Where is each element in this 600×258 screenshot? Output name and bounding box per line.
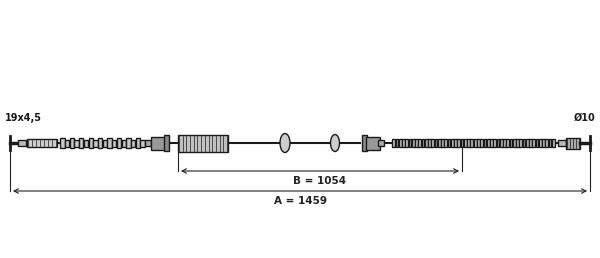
Bar xyxy=(65,140,69,147)
Bar xyxy=(506,139,509,147)
Bar xyxy=(18,140,26,146)
Bar xyxy=(493,139,496,147)
Text: 19x4,5: 19x4,5 xyxy=(5,113,42,123)
Bar xyxy=(457,139,460,147)
Bar xyxy=(395,139,398,147)
Text: B = 1054: B = 1054 xyxy=(293,176,347,186)
Bar xyxy=(136,138,140,148)
Bar xyxy=(500,139,503,147)
Text: A = 1459: A = 1459 xyxy=(274,196,326,206)
Bar xyxy=(539,139,542,147)
Bar xyxy=(454,139,457,147)
Bar xyxy=(552,139,555,147)
Bar xyxy=(520,139,522,147)
Bar xyxy=(484,139,486,147)
Bar xyxy=(438,139,440,147)
Bar xyxy=(140,140,145,147)
Bar xyxy=(79,138,83,148)
Bar xyxy=(461,139,463,147)
Text: Ø10: Ø10 xyxy=(574,113,596,123)
Text: 24.3727-0543.2    580543: 24.3727-0543.2 580543 xyxy=(100,7,500,35)
Bar xyxy=(131,140,136,147)
Bar xyxy=(399,139,401,147)
Bar xyxy=(127,138,131,148)
Bar xyxy=(70,138,74,148)
Bar xyxy=(361,135,367,151)
Bar xyxy=(464,139,467,147)
Bar xyxy=(536,139,538,147)
Bar xyxy=(392,139,395,147)
Bar xyxy=(60,138,65,148)
Bar xyxy=(93,140,98,147)
Bar xyxy=(422,139,424,147)
Bar xyxy=(467,139,470,147)
Bar xyxy=(480,139,483,147)
Bar xyxy=(89,138,93,148)
Bar xyxy=(409,139,412,147)
Bar xyxy=(412,139,415,147)
Bar xyxy=(470,139,473,147)
Bar xyxy=(428,139,431,147)
Bar xyxy=(27,139,57,147)
Ellipse shape xyxy=(331,134,340,151)
Bar xyxy=(178,134,228,151)
Bar xyxy=(497,139,499,147)
Bar xyxy=(418,139,421,147)
Bar xyxy=(445,139,447,147)
Bar xyxy=(487,139,490,147)
Bar xyxy=(151,136,165,149)
Bar xyxy=(526,139,529,147)
Bar xyxy=(107,138,112,148)
Bar xyxy=(549,139,551,147)
Ellipse shape xyxy=(280,133,290,152)
Bar xyxy=(477,139,480,147)
Bar xyxy=(112,140,116,147)
Bar xyxy=(566,138,580,149)
Bar xyxy=(441,139,444,147)
Bar xyxy=(509,139,512,147)
Bar xyxy=(448,139,451,147)
Bar xyxy=(431,139,434,147)
Bar xyxy=(490,139,493,147)
Bar xyxy=(163,135,169,151)
Bar xyxy=(434,139,437,147)
Bar xyxy=(84,140,88,147)
Bar xyxy=(451,139,454,147)
Bar xyxy=(545,139,548,147)
Bar xyxy=(474,139,476,147)
Bar xyxy=(503,139,506,147)
Bar xyxy=(103,140,107,147)
Bar xyxy=(378,140,384,146)
Bar xyxy=(117,138,121,148)
Bar xyxy=(523,139,526,147)
Bar xyxy=(98,138,103,148)
Bar xyxy=(122,140,126,147)
Bar xyxy=(402,139,405,147)
Bar xyxy=(145,140,151,146)
Bar xyxy=(425,139,428,147)
Bar xyxy=(366,136,380,149)
Bar xyxy=(74,140,79,147)
Bar xyxy=(532,139,535,147)
Bar xyxy=(542,139,545,147)
Bar xyxy=(405,139,408,147)
Bar xyxy=(558,140,566,146)
Bar xyxy=(513,139,515,147)
Bar xyxy=(529,139,532,147)
Bar xyxy=(516,139,519,147)
Bar xyxy=(415,139,418,147)
